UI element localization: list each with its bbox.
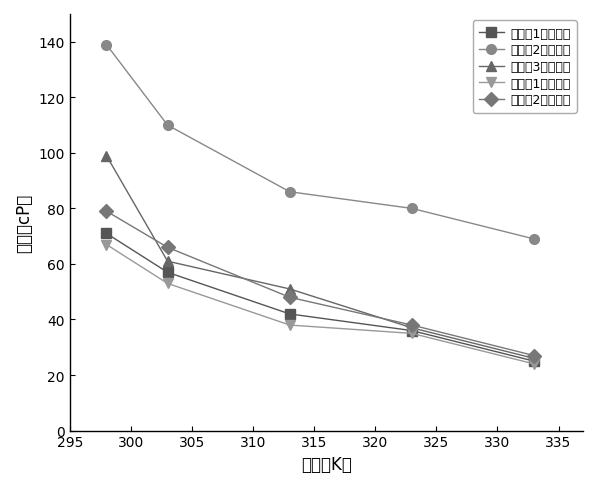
Line: 对比例2制备材料: 对比例2制备材料 [102, 41, 539, 244]
Legend: 实施例1制备材料, 对比例2制备材料, 对比例3制备材料, 对比例1制备材料, 实施例2制备材料: 实施例1制备材料, 对比例2制备材料, 对比例3制备材料, 对比例1制备材料, … [472, 21, 576, 114]
实施例1制备材料 [286, 311, 294, 317]
Y-axis label: 粘度（cP）: 粘度（cP） [15, 193, 33, 252]
Line: 实施例2制备材料: 实施例2制备材料 [102, 207, 539, 361]
对比例2制备材料 [286, 189, 294, 195]
Line: 对比例3制备材料: 对比例3制备材料 [102, 151, 539, 364]
实施例1制备材料 [164, 270, 171, 276]
实施例2制备材料 [530, 353, 538, 359]
实施例2制备材料 [408, 323, 416, 328]
对比例3制备材料 [103, 153, 110, 159]
对比例2制备材料 [164, 123, 171, 129]
对比例2制备材料 [530, 237, 538, 243]
实施例2制备材料 [286, 295, 294, 301]
对比例1制备材料 [164, 281, 171, 287]
实施例1制备材料 [408, 328, 416, 334]
实施例2制备材料 [164, 245, 171, 251]
对比例1制备材料 [103, 242, 110, 248]
对比例1制备材料 [530, 361, 538, 367]
对比例2制备材料 [103, 42, 110, 48]
对比例1制备材料 [286, 323, 294, 328]
X-axis label: 温度（K）: 温度（K） [301, 455, 352, 473]
对比例1制备材料 [408, 331, 416, 337]
Line: 实施例1制备材料: 实施例1制备材料 [102, 229, 539, 366]
Line: 对比例1制备材料: 对比例1制备材料 [102, 240, 539, 369]
对比例3制备材料 [286, 286, 294, 292]
对比例2制备材料 [408, 206, 416, 212]
实施例1制备材料 [530, 359, 538, 365]
对比例3制备材料 [408, 325, 416, 331]
实施例1制备材料 [103, 231, 110, 237]
对比例3制备材料 [164, 259, 171, 264]
对比例3制备材料 [530, 356, 538, 362]
实施例2制备材料 [103, 209, 110, 215]
